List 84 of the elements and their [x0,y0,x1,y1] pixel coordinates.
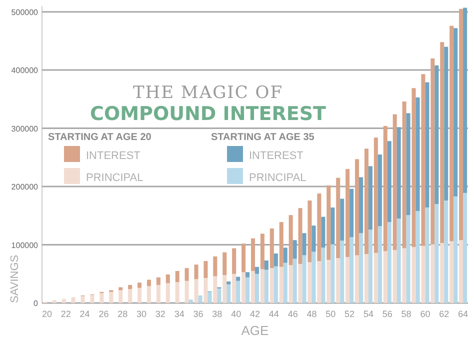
x-tick-label: 34 [174,309,184,319]
bar [288,215,293,266]
legend-label: PRINCIPAL [249,172,306,184]
bar [222,252,227,276]
legend-label: PRINCIPAL [86,172,144,184]
bar [80,296,85,303]
bar [146,280,151,286]
bar [71,297,76,303]
bar [264,260,268,270]
y-tick-label: 300000 [11,124,39,134]
bar [242,244,246,272]
bar [270,228,274,268]
x-tick-label: 36 [193,309,204,319]
x-tick-label: 44 [268,309,279,319]
bar [255,266,260,274]
x-tick-label: 56 [382,309,392,319]
bar [138,282,142,288]
x-tick-label: 38 [212,309,222,319]
bar [62,298,66,303]
bar [156,277,160,285]
x-tick-label: 30 [136,309,147,319]
bar [184,268,189,281]
bar [250,238,255,271]
bar [138,288,142,303]
x-tick-label: 40 [231,309,242,319]
x-tick-label: 32 [155,309,166,319]
bar [298,208,302,264]
x-tick-label: 22 [60,309,71,319]
y-tick-label: 400000 [11,66,39,76]
bar [204,278,208,303]
x-tick-label: 46 [288,309,298,319]
x-tick-label: 64 [458,309,468,319]
bar [146,286,151,303]
bar [156,284,160,303]
bar [175,270,180,282]
bar [188,300,193,303]
bar [260,234,264,270]
bar [184,280,189,303]
x-tick-label: 52 [344,309,355,319]
x-tick-label: 58 [401,309,412,319]
text: COMPOUND INTEREST [90,103,326,125]
legend-title: STARTING AT AGE 20 [48,132,152,143]
bar [279,222,284,267]
bar [166,283,170,303]
y-tick-label: 500000 [11,8,39,17]
bar [194,279,198,303]
x-tick-label: 62 [439,309,450,319]
bar [326,185,331,260]
bar [90,294,94,303]
bar [204,261,208,278]
bar [213,256,218,276]
bar [175,282,180,303]
y-tick-label: 100000 [11,240,39,250]
legend-label: INTEREST [86,150,141,162]
x-tick-label: 42 [250,309,260,319]
bar [118,290,123,303]
bar [317,194,322,262]
x-tick-label: 60 [420,309,430,319]
x-tick-label: 24 [80,309,90,319]
x-tick-label: 48 [306,309,317,319]
bar [246,272,250,278]
bar [109,292,114,303]
legend-title: STARTING AT AGE 35 [211,132,315,143]
bar [226,281,231,284]
y-tick-label: 200000 [11,182,39,192]
y-axis-title: SAVINGS [9,254,21,303]
text: THE MAGIC OF [132,83,284,103]
bar [236,276,240,281]
x-tick-label: 28 [118,309,128,319]
x-tick-label: 20 [42,309,52,319]
bar [232,248,236,274]
x-tick-label: 26 [98,309,109,319]
bar [166,274,170,284]
y-tick-label: 0 [34,299,39,308]
x-axis-title: AGE [241,323,270,338]
bar [194,264,198,280]
bar [128,284,132,290]
x-tick-label: 54 [363,309,374,319]
bar [308,200,312,262]
legend-label: INTEREST [249,150,304,162]
bar [52,300,56,303]
x-tick-label: 50 [326,309,336,319]
bar [100,293,104,303]
bar [128,289,132,303]
